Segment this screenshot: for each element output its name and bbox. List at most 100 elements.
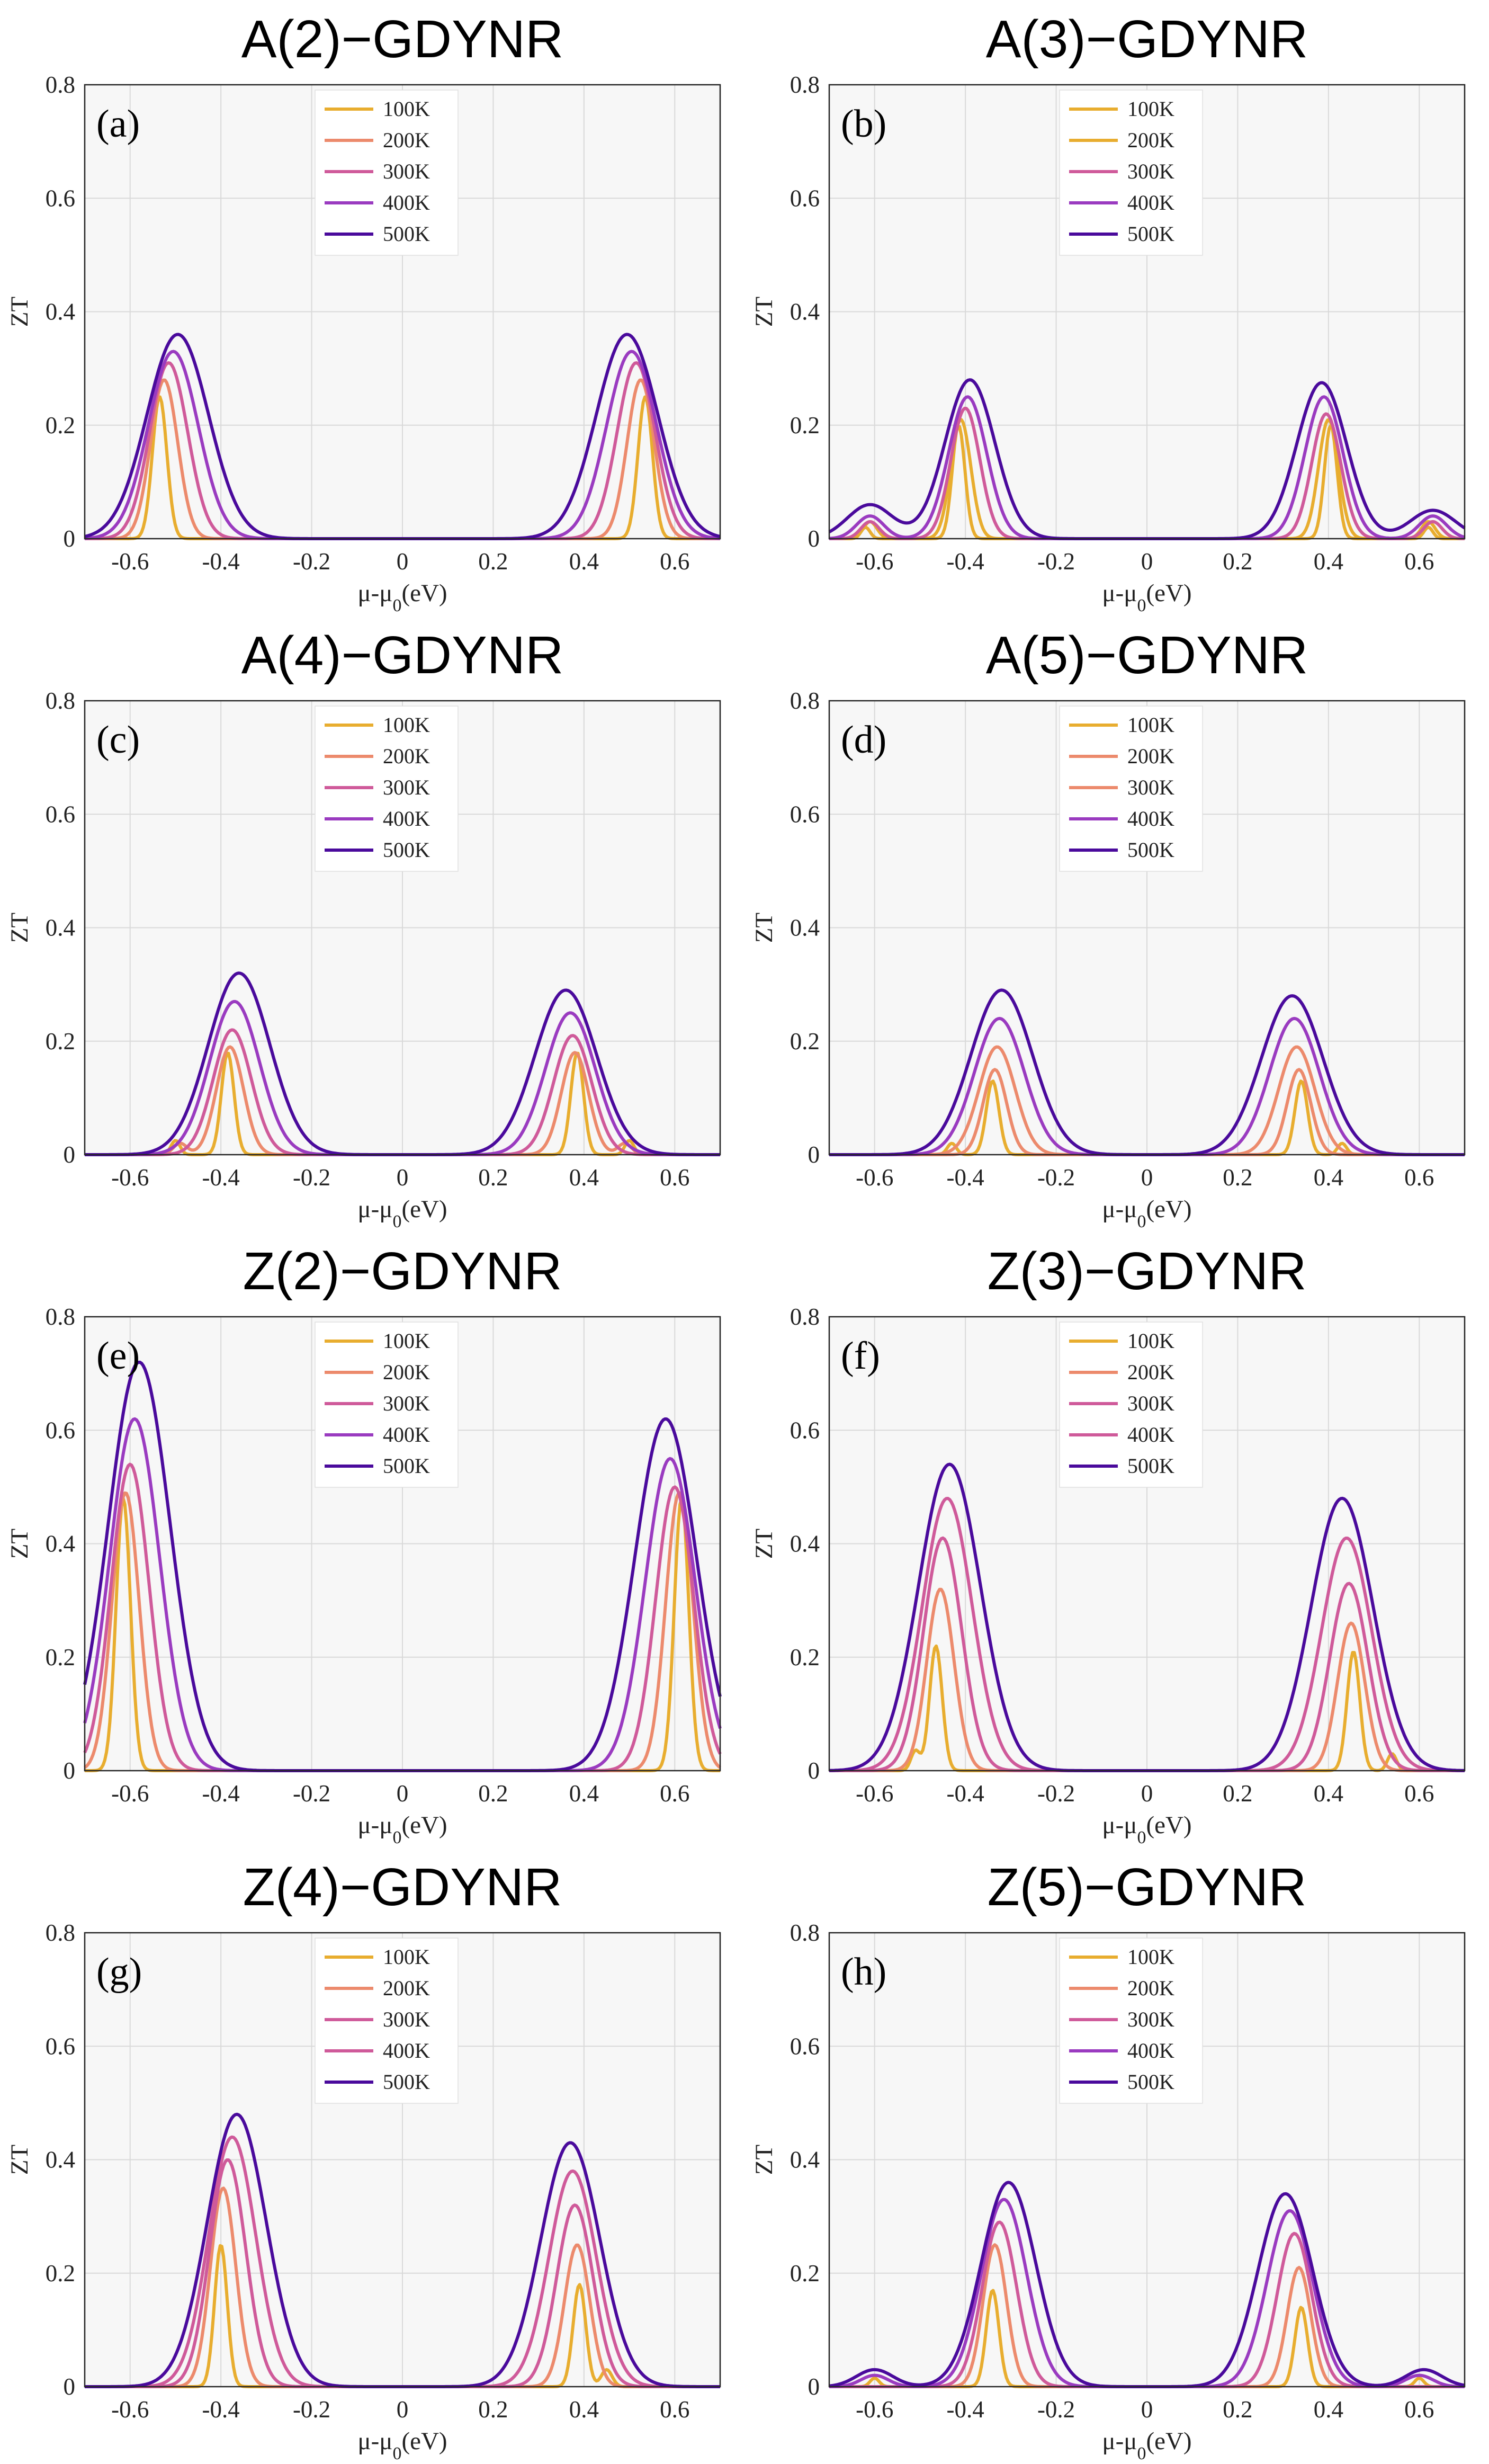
x-tick-label: -0.6 (111, 1780, 149, 1807)
y-tick-label: 0.2 (46, 2260, 75, 2287)
chart-svg: -0.6 -0.4 -0.2 0 0.2 0.4 0.6 0 0.2 0.4 0.6 0.8 μ-μ0(… (750, 1242, 1466, 1847)
x-tick-label: -0.4 (202, 548, 240, 575)
panel-label: (b) (841, 102, 886, 146)
chart-title: A(3)−GDYNR (986, 10, 1308, 69)
legend-label: 500K (383, 2070, 430, 2094)
x-tick-label: -0.4 (947, 1780, 984, 1807)
x-tick-label: 0.2 (1223, 2396, 1252, 2423)
chart-panel: -0.6 -0.4 -0.2 0 0.2 0.4 0.6 0 0.2 0.4 0.6 0.8 μ-μ0(… (0, 0, 744, 616)
x-tick-label: 0.2 (478, 548, 508, 575)
x-tick-label: -0.6 (856, 2396, 893, 2423)
y-tick-label: 0.4 (46, 299, 75, 325)
y-tick-label: 0.4 (790, 915, 820, 941)
y-axis-label: ZT (6, 1529, 33, 1559)
legend-label: 300K (1127, 775, 1174, 799)
panel-label: (f) (841, 1334, 880, 1378)
x-tick-label: -0.4 (202, 1780, 240, 1807)
y-tick-label: 0.2 (790, 2260, 820, 2287)
legend-label: 200K (1127, 1976, 1174, 2000)
legend-label: 100K (383, 713, 430, 737)
x-tick-label: -0.6 (856, 1164, 893, 1191)
chart-svg: -0.6 -0.4 -0.2 0 0.2 0.4 0.6 0 0.2 0.4 0.6 0.8 μ-μ0(… (6, 1858, 721, 2463)
x-axis-label: μ-μ0(eV) (1102, 2427, 1191, 2463)
y-tick-label: 0.4 (46, 915, 75, 941)
x-tick-label: 0.6 (660, 2396, 689, 2423)
axis-frame (828, 84, 1466, 540)
x-tick-label: 0.4 (1314, 548, 1343, 575)
y-tick-label: 0.6 (790, 2033, 820, 2059)
x-tick-label: 0.2 (478, 1164, 508, 1191)
legend-label: 300K (383, 2007, 430, 2031)
x-tick-label: -0.6 (856, 1780, 893, 1807)
legend-label: 200K (383, 1976, 430, 2000)
y-axis-label: ZT (6, 2145, 33, 2175)
y-tick-label: 0.8 (46, 72, 75, 98)
axis-frame (828, 700, 1466, 1156)
chart-panel: -0.6 -0.4 -0.2 0 0.2 0.4 0.6 0 0.2 0.4 0.6 0.8 μ-μ0(… (744, 0, 1489, 616)
legend-label: 500K (1127, 2070, 1174, 2094)
legend-label: 300K (1127, 2007, 1174, 2031)
panel-label: (d) (841, 718, 886, 762)
chart-title: A(5)−GDYNR (986, 626, 1308, 685)
x-tick-label: -0.4 (947, 2396, 984, 2423)
legend-label: 400K (383, 191, 430, 215)
axis-frame (84, 84, 721, 540)
x-tick-label: 0 (1141, 1780, 1153, 1807)
y-tick-label: 0 (808, 525, 820, 552)
legend-label: 400K (1127, 1423, 1174, 1447)
legend-label: 500K (383, 1454, 430, 1478)
x-tick-label: -0.2 (293, 1164, 330, 1191)
chart-panel: -0.6 -0.4 -0.2 0 0.2 0.4 0.6 0 0.2 0.4 0.6 0.8 μ-μ0(… (744, 1848, 1489, 2464)
x-axis-label: μ-μ0(eV) (357, 579, 447, 615)
x-tick-label: -0.2 (1037, 2396, 1075, 2423)
y-tick-label: 0 (64, 1141, 76, 1168)
legend-label: 100K (1127, 713, 1174, 737)
chart-svg: -0.6 -0.4 -0.2 0 0.2 0.4 0.6 0 0.2 0.4 0.6 0.8 μ-μ0(… (6, 1242, 722, 1847)
legend-label: 400K (383, 807, 430, 831)
x-tick-label: 0 (1141, 548, 1153, 575)
y-tick-label: 0.4 (46, 1531, 75, 1557)
legend-label: 300K (383, 1391, 430, 1415)
x-tick-label: -0.4 (202, 2396, 240, 2423)
x-tick-label: -0.4 (202, 1164, 240, 1191)
x-axis-label: μ-μ0(eV) (1102, 1811, 1191, 1847)
chart-panel: -0.6 -0.4 -0.2 0 0.2 0.4 0.6 0 0.2 0.4 0.6 0.8 μ-μ0(… (0, 1232, 744, 1848)
legend-label: 500K (1127, 1454, 1174, 1478)
x-axis-label: μ-μ0(eV) (357, 1195, 447, 1231)
axis-frame (84, 1932, 721, 2388)
x-tick-label: 0.4 (1314, 1780, 1343, 1807)
legend-label: 400K (383, 1423, 430, 1447)
axis-frame (828, 1316, 1466, 1772)
legend-label: 100K (1127, 1945, 1174, 1969)
y-tick-label: 0.6 (46, 1417, 75, 1443)
legend-label: 500K (383, 838, 430, 862)
x-tick-label: 0 (397, 2396, 409, 2423)
chart-panel: -0.6 -0.4 -0.2 0 0.2 0.4 0.6 0 0.2 0.4 0.6 0.8 μ-μ0(… (744, 616, 1489, 1232)
legend-label: 300K (383, 775, 430, 799)
y-axis-label: ZT (750, 2145, 778, 2175)
legend-label: 100K (383, 97, 430, 121)
axis-frame (84, 700, 721, 1156)
y-tick-label: 0.6 (790, 801, 820, 827)
y-tick-label: 0.6 (46, 185, 75, 211)
x-tick-label: 0.6 (1404, 1780, 1434, 1807)
y-tick-label: 0.8 (46, 1304, 75, 1330)
chart-title: Z(3)−GDYNR (988, 1242, 1307, 1301)
x-tick-label: 0.4 (1314, 1164, 1343, 1191)
x-tick-label: 0 (1141, 1164, 1153, 1191)
y-tick-label: 0.8 (46, 688, 75, 714)
panel-label: (c) (96, 718, 140, 762)
y-tick-label: 0.6 (790, 185, 820, 211)
x-tick-label: -0.6 (111, 548, 149, 575)
x-tick-label: -0.2 (293, 2396, 330, 2423)
chart-svg: -0.6 -0.4 -0.2 0 0.2 0.4 0.6 0 0.2 0.4 0.6 0.8 μ-μ0(… (750, 10, 1466, 615)
x-tick-label: 0 (397, 1164, 409, 1191)
x-axis-label: μ-μ0(eV) (1102, 1195, 1191, 1231)
y-axis-label: ZT (6, 913, 33, 943)
y-axis-label: ZT (750, 297, 778, 327)
x-tick-label: -0.4 (947, 548, 984, 575)
legend-label: 200K (1127, 744, 1174, 768)
chart-panel: -0.6 -0.4 -0.2 0 0.2 0.4 0.6 0 0.2 0.4 0.6 0.8 μ-μ0(… (0, 616, 744, 1232)
x-tick-label: 0.2 (1223, 548, 1252, 575)
x-tick-label: -0.2 (1037, 1164, 1075, 1191)
